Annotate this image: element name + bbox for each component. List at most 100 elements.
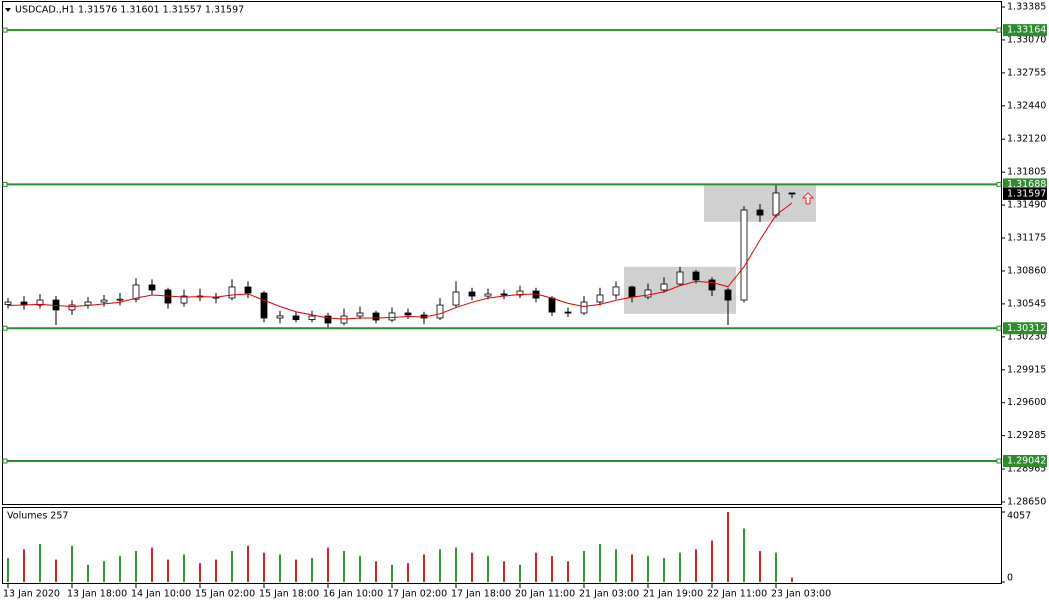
x-tick-label: 20 Jan 11:00	[515, 589, 575, 600]
candle-body	[4, 301, 12, 305]
y-tick-label: 1.31175	[1007, 233, 1046, 244]
y-tick-label: 1.33385	[1007, 2, 1046, 13]
level-price-label: 1.29042	[1007, 456, 1046, 467]
volume-tick-label: 4057	[1007, 511, 1031, 522]
candle-body	[644, 289, 652, 298]
volume-panel-frame	[2, 507, 1002, 584]
candle-body	[628, 286, 636, 298]
y-tick-label: 1.28650	[1007, 497, 1046, 508]
level-handle	[2, 27, 8, 33]
candle-body	[500, 293, 508, 296]
candle-body	[100, 299, 108, 303]
level-price-box	[1003, 322, 1047, 335]
level-handle	[996, 325, 1002, 331]
candle-body	[228, 286, 236, 299]
y-tick-label: 1.29915	[1007, 364, 1046, 375]
candle-body	[324, 315, 332, 324]
x-tick-label: 16 Jan 10:00	[323, 589, 383, 600]
candle-body	[148, 284, 156, 291]
level-handle	[2, 325, 8, 331]
level-handle	[2, 458, 8, 464]
candle-body	[36, 299, 44, 306]
level-price-label: 1.33164	[1007, 25, 1046, 36]
x-tick-label: 15 Jan 02:00	[195, 589, 255, 600]
y-tick-label: 1.32120	[1007, 134, 1046, 145]
candle-body	[548, 297, 556, 313]
candle-body	[244, 286, 252, 294]
y-tick-label: 1.30230	[1007, 331, 1046, 342]
candle-body	[708, 279, 716, 291]
y-tick-label: 1.30860	[1007, 265, 1046, 276]
last-price-label: 1.31597	[1007, 188, 1046, 199]
candle-body	[564, 311, 572, 314]
candle-body	[660, 283, 668, 291]
level-price-box	[1003, 24, 1047, 37]
y-tick-label: 1.30545	[1007, 298, 1046, 309]
last-price-box	[1003, 187, 1047, 200]
y-tick-label: 1.32755	[1007, 67, 1046, 78]
x-tick-label: 21 Jan 03:00	[579, 589, 639, 600]
x-tick-label: 21 Jan 19:00	[643, 589, 703, 600]
y-tick-label: 1.33070	[1007, 34, 1046, 45]
y-tick-label: 1.32440	[1007, 100, 1046, 111]
x-tick-label: 23 Jan 03:00	[771, 589, 831, 600]
x-tick-label: 17 Jan 02:00	[387, 589, 447, 600]
level-price-box	[1003, 178, 1047, 191]
x-tick-label: 14 Jan 10:00	[131, 589, 191, 600]
plot-layer	[2, 27, 1002, 464]
candle-body	[772, 192, 780, 216]
level-price-box	[1003, 455, 1047, 468]
candle-body	[580, 301, 588, 314]
y-tick-label: 1.28965	[1007, 464, 1046, 475]
candle-body	[260, 292, 268, 319]
candle-body	[180, 295, 188, 304]
candle-body	[308, 315, 316, 320]
candle-body	[756, 209, 764, 216]
volume-tick-label: 0	[1007, 573, 1013, 584]
volume-title: Volumes 257	[7, 511, 68, 522]
candle-body	[516, 290, 524, 296]
candle-body	[596, 294, 604, 303]
candle-body	[740, 209, 748, 301]
x-tick-label: 15 Jan 18:00	[259, 589, 319, 600]
y-tick-label: 1.29600	[1007, 397, 1046, 408]
x-tick-label: 13 Jan 2020	[3, 589, 60, 600]
chart-title: USDCAD.,H1 1.31576 1.31601 1.31557 1.315…	[15, 5, 244, 16]
candle-body	[116, 298, 124, 301]
candle-body	[436, 304, 444, 319]
candle-body	[404, 312, 412, 316]
main-panel-frame	[2, 1, 1002, 505]
candle-body	[292, 315, 300, 320]
candle-body	[388, 312, 396, 321]
candle-body	[724, 289, 732, 301]
x-tick-label: 13 Jan 18:00	[67, 589, 127, 600]
candle-body	[788, 192, 796, 195]
level-price-label: 1.30312	[1007, 323, 1046, 334]
level-price-label: 1.31688	[1007, 179, 1046, 190]
candle-body	[468, 291, 476, 297]
level-handle	[2, 181, 8, 187]
buy-signal-arrow	[801, 192, 815, 205]
candle-body	[68, 304, 76, 311]
candle-body	[484, 293, 492, 297]
candle-body	[452, 291, 460, 306]
candle-body	[84, 301, 92, 306]
candle-body	[692, 271, 700, 281]
candle-body	[356, 312, 364, 317]
candle-body	[276, 315, 284, 319]
x-tick-label: 22 Jan 11:00	[707, 589, 767, 600]
candle-body	[676, 271, 684, 285]
x-tick-label: 17 Jan 18:00	[451, 589, 511, 600]
y-tick-label: 1.31805	[1007, 167, 1046, 178]
moving-average-line	[7, 202, 793, 320]
candle-body	[132, 284, 140, 300]
y-tick-label: 1.31490	[1007, 200, 1046, 211]
level-handle	[996, 458, 1002, 464]
candle-body	[372, 312, 380, 321]
level-handle	[996, 27, 1002, 33]
candle-body	[612, 286, 620, 296]
symbol-menu-icon[interactable]	[5, 8, 11, 12]
y-tick-label: 1.29285	[1007, 430, 1046, 441]
